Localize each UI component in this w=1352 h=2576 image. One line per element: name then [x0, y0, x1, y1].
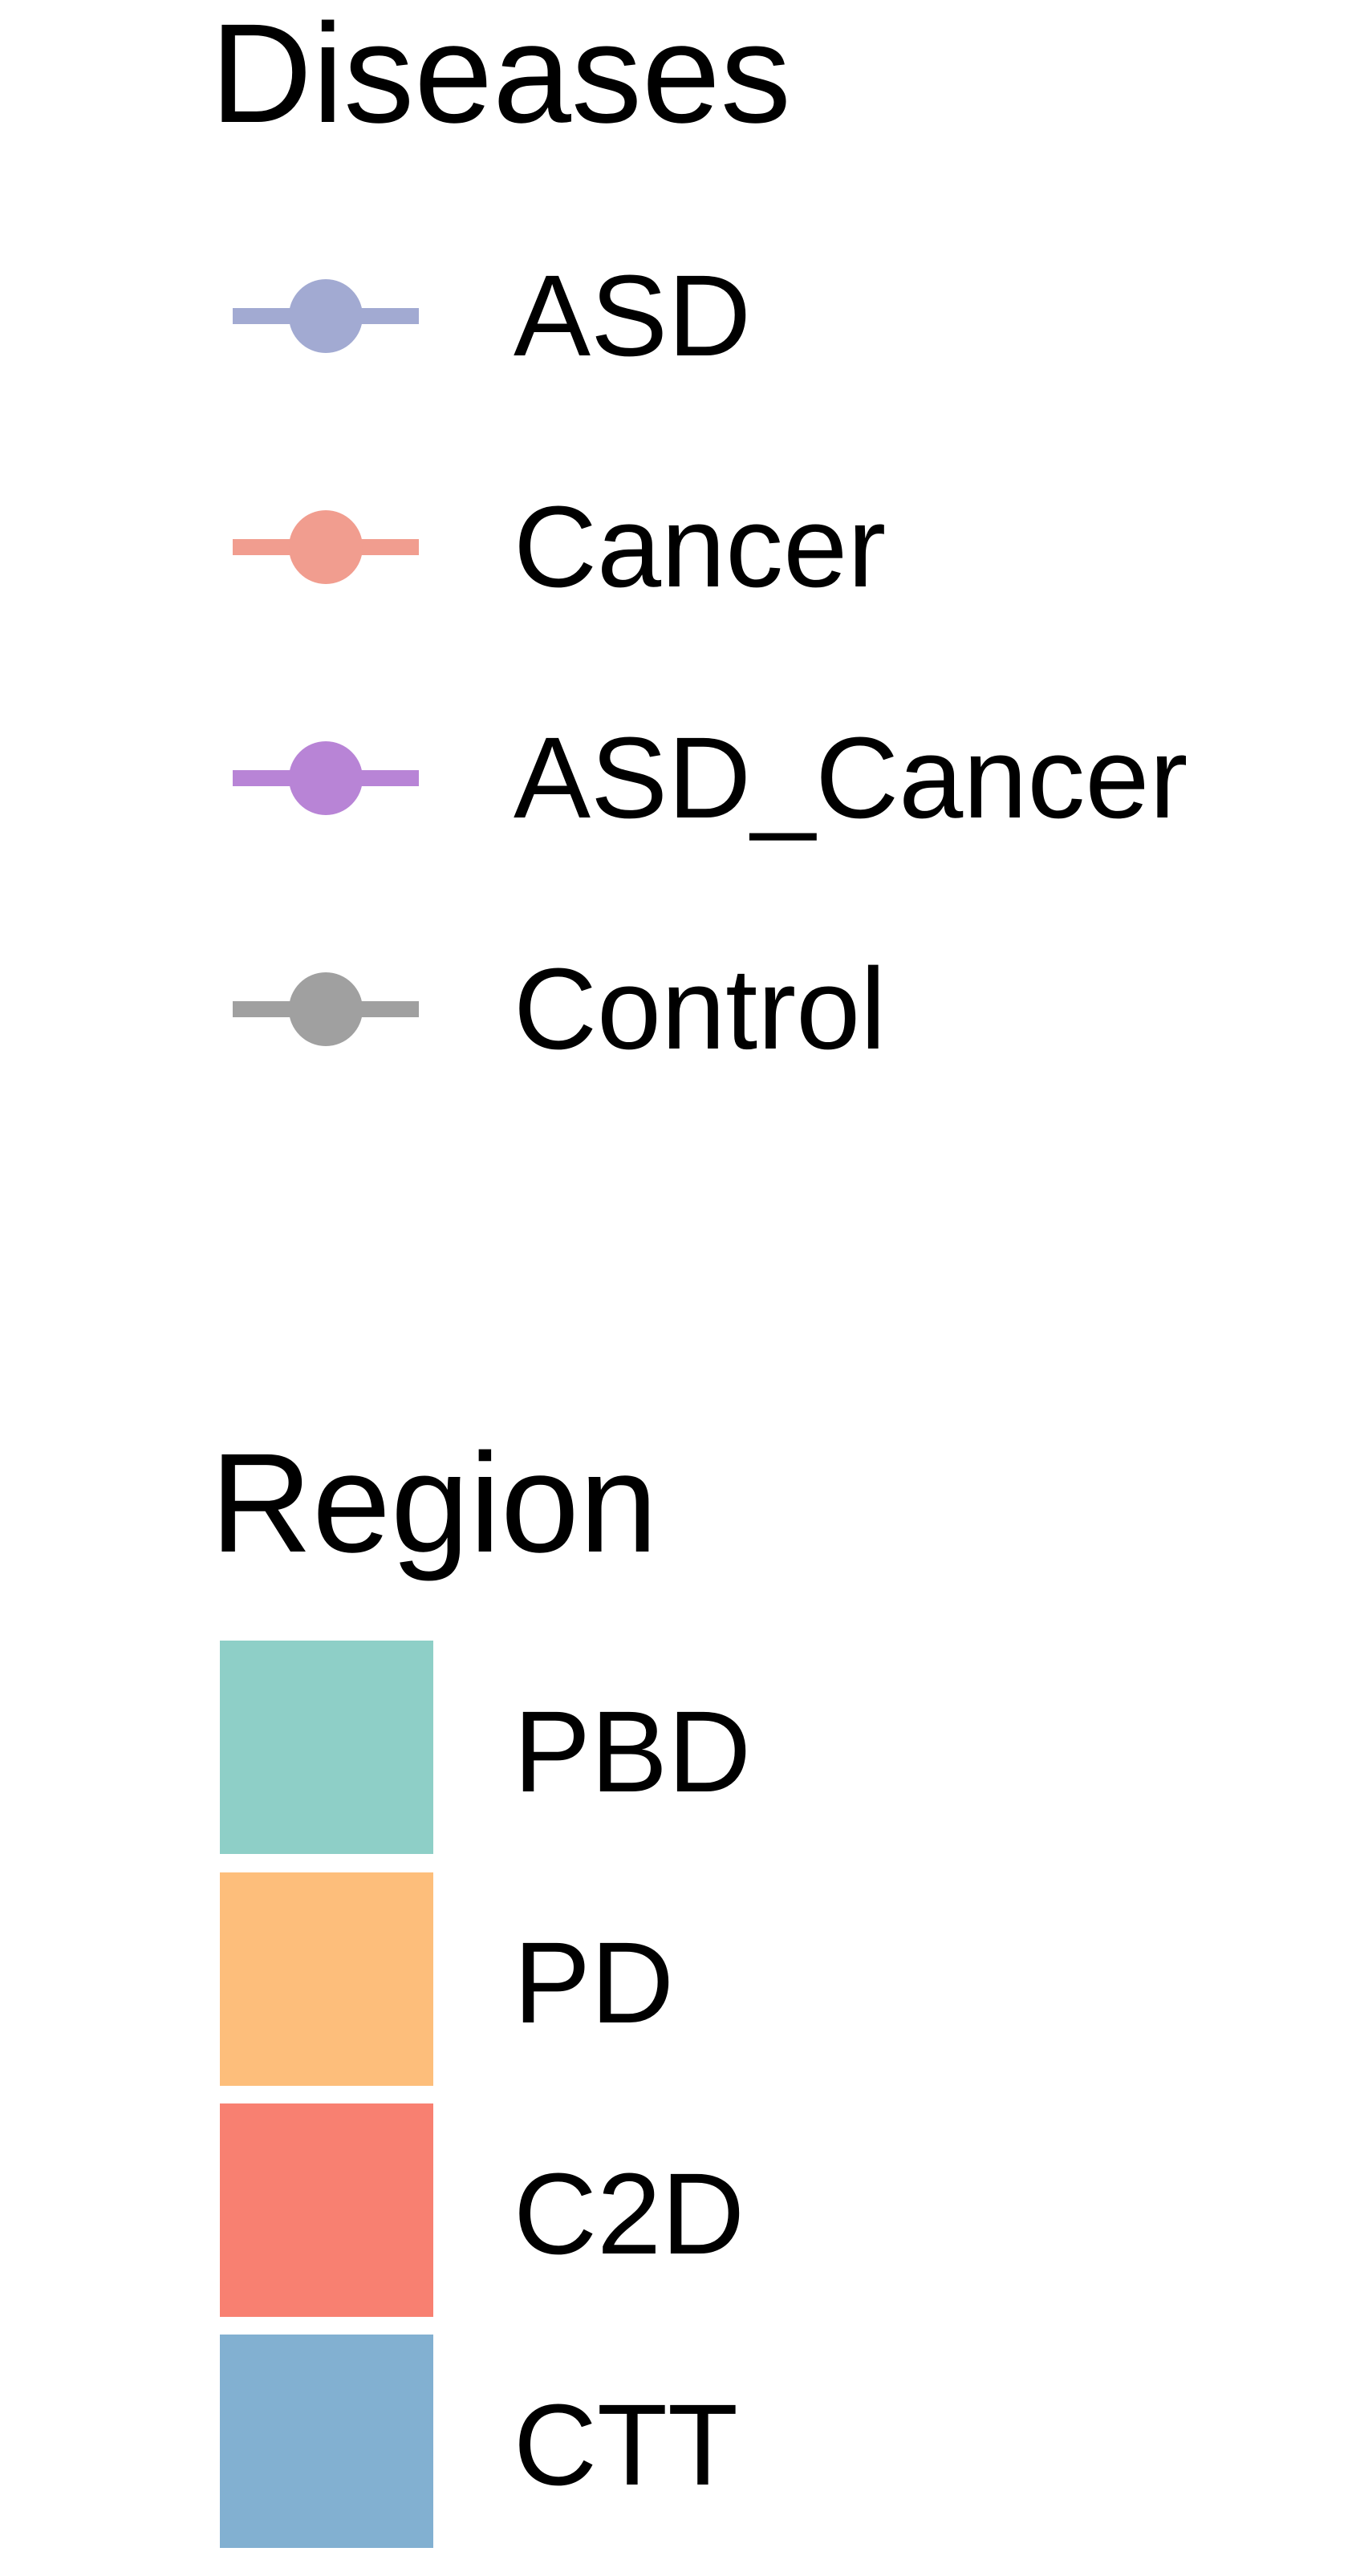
legend-label-asd: ASD [514, 251, 752, 380]
legend-label-pd: PD [514, 1918, 675, 2047]
legend-key-pd [220, 1872, 433, 2086]
legend-key-asd [233, 271, 419, 361]
legend-label-control: Control [514, 944, 887, 1073]
legend-label-cancer: Cancer [514, 482, 887, 611]
legend-label-ctt: CTT [514, 2380, 738, 2509]
legend-key-point [289, 741, 363, 815]
legend-key-point [289, 279, 363, 353]
legend-key-c2d [220, 2103, 433, 2317]
legend-key-point [289, 972, 363, 1046]
legend-label-c2d: C2D [514, 2149, 745, 2278]
legend-key-control [233, 964, 419, 1054]
legend-key-ctt [220, 2335, 433, 2548]
legend-key-cancer [233, 502, 419, 592]
legend-key-pbd [220, 1641, 433, 1854]
region-legend-title: Region [210, 1425, 658, 1582]
legend-label-pbd: PBD [514, 1687, 752, 1816]
legend-key-point [289, 510, 363, 584]
diseases-legend-title: Diseases [210, 0, 791, 152]
legend-label-asd-cancer: ASD_Cancer [514, 713, 1188, 842]
legend-key-asd-cancer [233, 733, 419, 823]
